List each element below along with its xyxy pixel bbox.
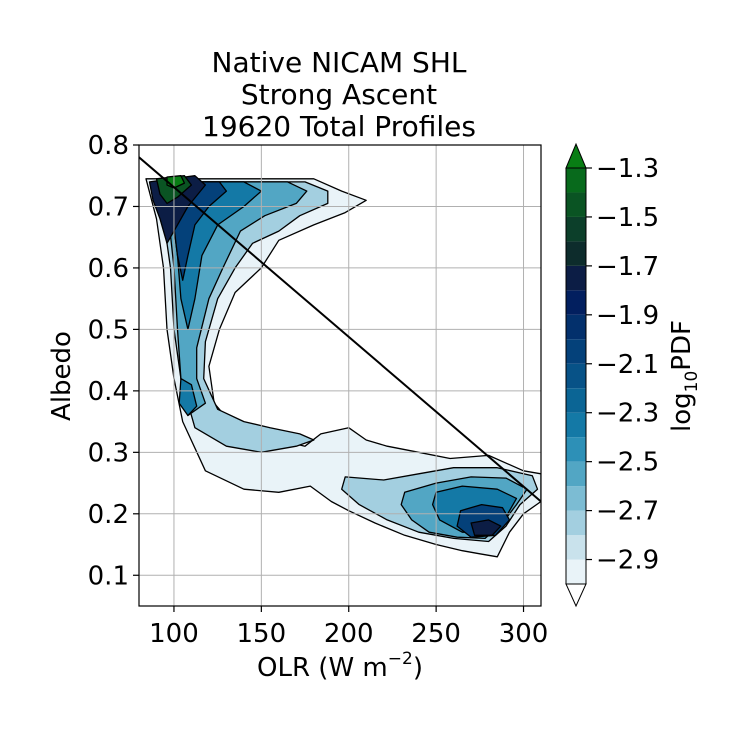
colorbar-tick-label-6: −1.7 xyxy=(596,252,659,282)
y-tick-label-4: 0.5 xyxy=(88,315,129,345)
colorbar-label-main: log xyxy=(667,392,697,432)
colorbar-tick-label-1: −2.7 xyxy=(596,497,659,527)
colorbar-segment-6 xyxy=(566,412,586,438)
colorbar-segment-8 xyxy=(566,363,586,389)
colorbar-segment-11 xyxy=(566,290,586,315)
y-tick-label-0: 0.1 xyxy=(88,561,129,591)
y-tick-label-1: 0.2 xyxy=(88,500,129,530)
y-tick-label-2: 0.3 xyxy=(88,438,129,468)
y-tick-label-5: 0.6 xyxy=(88,254,129,284)
colorbar-frame xyxy=(565,167,587,585)
colorbar-segment-16 xyxy=(566,168,586,193)
colorbar-segment-15 xyxy=(566,192,586,217)
x-tick-label-2: 200 xyxy=(324,619,374,649)
plot-frame xyxy=(138,144,542,607)
reference-line xyxy=(139,156,541,503)
x-axis-label: OLR (W m−2) xyxy=(257,649,423,683)
colorbar-segment-10 xyxy=(566,314,586,340)
colorbar-extend-min xyxy=(565,583,587,608)
colorbar-segment-3 xyxy=(566,486,586,511)
title-line-1: Native NICAM SHL xyxy=(212,46,467,79)
plot-area xyxy=(138,144,542,607)
colorbar-segment-2 xyxy=(566,510,586,536)
colorbar-extend-max xyxy=(565,142,587,169)
y-tick-label-3: 0.4 xyxy=(88,377,129,407)
colorbar-tick-label-0: −2.9 xyxy=(596,546,659,576)
x-axis-label-main: OLR (W m xyxy=(257,653,388,683)
x-axis-label-close: ) xyxy=(413,653,423,683)
colorbar-tick-label-4: −2.1 xyxy=(596,350,659,380)
title-line-3: 19620 Total Profiles xyxy=(202,110,476,143)
x-tick-label-3: 250 xyxy=(411,619,461,649)
colorbar-segment-0 xyxy=(566,559,586,584)
colorbar-segment-7 xyxy=(566,388,586,413)
colorbar-tick-label-7: −1.5 xyxy=(596,203,659,233)
contour-region-6 xyxy=(178,377,198,417)
y-tick-label-6: 0.7 xyxy=(88,192,129,222)
chart-title: Native NICAM SHL Strong Ascent 19620 Tot… xyxy=(202,46,476,143)
colorbar-segment-1 xyxy=(566,535,586,560)
x-tick-label-4: 300 xyxy=(499,619,549,649)
title-line-2: Strong Ascent xyxy=(241,78,437,111)
y-axis-label: Albedo xyxy=(47,331,77,421)
x-tick-label-1: 150 xyxy=(237,619,287,649)
contour-fill-layer xyxy=(145,175,541,558)
colorbar-segment-5 xyxy=(566,437,586,462)
x-axis-ticks: 100 150 200 250 300 xyxy=(149,606,548,649)
colorbar-segment-9 xyxy=(566,339,586,364)
colorbar-segment-13 xyxy=(566,241,586,266)
colorbar-label: log10PDF xyxy=(667,320,702,432)
colorbar-segment-12 xyxy=(566,265,586,291)
y-axis-ticks: 0.1 0.2 0.3 0.4 0.5 0.6 0.7 0.8 xyxy=(88,131,139,591)
colorbar-tick-label-5: −1.9 xyxy=(596,301,659,331)
colorbar: −2.9 −2.7 −2.5 −2.3 −2.1 −1.9 −1.7 −1.5 −1.3 xyxy=(565,142,659,608)
colorbar-label-subscript: 10 xyxy=(682,371,702,393)
colorbar-segment-14 xyxy=(566,216,586,242)
colorbar-tick-label-8: −1.3 xyxy=(596,154,659,184)
colorbar-segment-4 xyxy=(566,461,586,487)
x-tick-label-0: 100 xyxy=(149,619,199,649)
x-axis-label-superscript: −2 xyxy=(388,649,413,669)
colorbar-tick-label-3: −2.3 xyxy=(596,399,659,429)
colorbar-tick-label-2: −2.5 xyxy=(596,448,659,478)
colorbar-label-rest: PDF xyxy=(667,320,697,371)
contour-region-11 xyxy=(470,519,502,536)
y-tick-label-7: 0.8 xyxy=(88,131,129,161)
